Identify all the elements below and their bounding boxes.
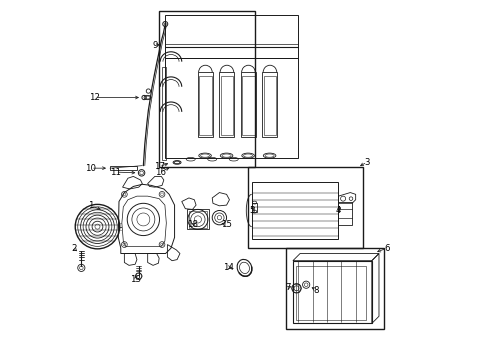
Bar (337, 202, 351, 225)
Bar (187, 209, 208, 229)
Text: 4: 4 (335, 206, 341, 215)
Bar (247, 167, 362, 248)
Text: 8: 8 (313, 285, 318, 294)
Bar (264, 76, 276, 135)
Bar (221, 76, 233, 135)
Bar (296, 266, 366, 320)
Bar (241, 72, 255, 137)
Bar (199, 76, 211, 135)
Bar (252, 203, 256, 212)
Bar (262, 72, 277, 137)
Text: 5: 5 (248, 206, 254, 215)
Text: 1: 1 (88, 201, 94, 210)
Bar (219, 72, 234, 137)
Text: 7: 7 (285, 283, 290, 292)
Text: 16: 16 (154, 168, 165, 177)
Bar (188, 211, 206, 228)
Bar (159, 12, 255, 167)
Bar (164, 58, 297, 158)
Text: 12: 12 (89, 93, 100, 102)
Text: 2: 2 (71, 244, 77, 253)
Text: 10: 10 (85, 164, 96, 173)
Text: 13: 13 (129, 275, 141, 284)
Text: 15: 15 (221, 220, 232, 229)
Bar (285, 248, 384, 329)
Text: 6: 6 (384, 244, 389, 253)
Bar (242, 76, 254, 135)
Text: 9: 9 (152, 41, 157, 50)
Text: 18: 18 (186, 220, 198, 229)
Text: 14: 14 (223, 263, 233, 272)
Text: 17: 17 (153, 162, 164, 171)
Bar (292, 261, 371, 323)
Bar (162, 67, 165, 160)
Bar (198, 72, 212, 137)
Text: 11: 11 (110, 168, 121, 177)
Bar (251, 182, 337, 239)
Bar (164, 15, 297, 58)
Text: 3: 3 (364, 158, 369, 167)
